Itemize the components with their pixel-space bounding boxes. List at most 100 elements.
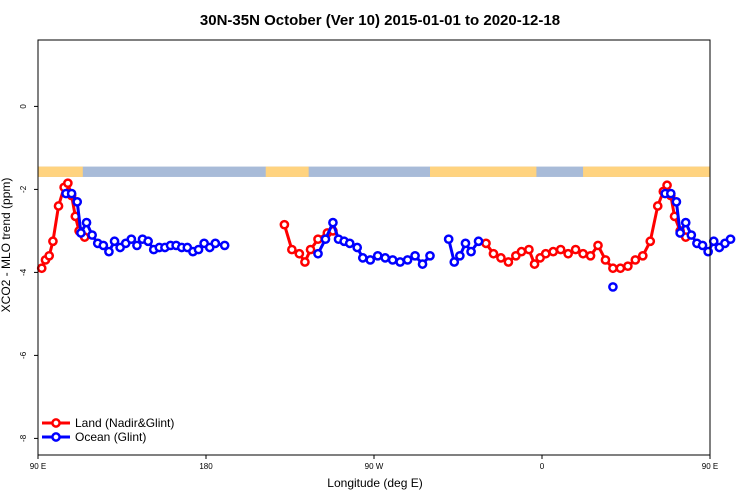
data-point: [344, 238, 355, 249]
data-point: [410, 250, 420, 261]
data-point: [466, 246, 476, 257]
data-point: [143, 236, 153, 247]
data-point: [662, 180, 672, 191]
land-band-segment: [583, 166, 710, 177]
data-point: [287, 244, 297, 255]
x-axis: 90 E 180 90 W 0 90 E: [30, 455, 718, 471]
legend-swatch-land-marker: [51, 418, 61, 428]
data-point: [570, 244, 581, 255]
data-point: [449, 257, 460, 267]
data-point: [328, 217, 338, 228]
data-point: [44, 250, 55, 261]
chart-title: 30N-35N October (Ver 10) 2015-01-01 to 2…: [200, 12, 560, 29]
data-point: [563, 248, 573, 259]
data-point: [516, 246, 527, 257]
data-point: [104, 246, 114, 257]
data-point: [488, 248, 499, 259]
data-point: [600, 255, 611, 265]
data-point: [645, 236, 656, 247]
data-point: [357, 253, 368, 263]
data-point: [615, 263, 626, 274]
x-tick-label: 90 E: [702, 462, 718, 471]
data-point: [352, 242, 363, 253]
data-point: [219, 240, 230, 251]
legend-label-land: Land (Nadir&Glint): [75, 416, 174, 430]
series-line-segment: [75, 200, 83, 235]
data-point: [387, 255, 398, 265]
data-point: [313, 234, 323, 245]
data-point: [665, 188, 676, 199]
data-point: [608, 282, 618, 292]
data-point: [680, 217, 691, 228]
data-point: [725, 234, 736, 245]
data-point: [555, 244, 566, 255]
data-point: [593, 240, 603, 251]
data-point: [496, 253, 506, 263]
data-point: [63, 178, 73, 189]
x-tick-label: 180: [199, 462, 213, 471]
data-point: [87, 230, 97, 240]
data-point: [313, 248, 323, 259]
y-tick-label: 0: [19, 104, 28, 109]
data-point: [395, 257, 405, 267]
data-point: [443, 234, 454, 245]
y-axis-label: XCO2 - MLO trend (ppm): [0, 178, 13, 313]
series-line-segment: [674, 200, 682, 235]
data-point: [481, 238, 491, 249]
data-point: [697, 240, 708, 251]
series-layer: [36, 178, 736, 292]
data-point: [460, 238, 471, 249]
data-point: [524, 244, 534, 255]
data-point: [623, 261, 633, 272]
data-point: [126, 234, 137, 245]
data-point: [548, 246, 559, 257]
data-point: [585, 250, 596, 261]
data-point: [305, 244, 316, 255]
y-axis: 0 -2 -4 -6 -8: [19, 104, 38, 442]
data-point: [608, 263, 618, 274]
data-point: [455, 250, 465, 261]
series-line-segment: [51, 204, 61, 243]
data-point: [417, 259, 428, 269]
data-point: [402, 255, 413, 265]
data-point: [81, 217, 92, 228]
data-point: [529, 259, 540, 269]
data-point: [98, 240, 109, 251]
data-point: [372, 250, 383, 261]
data-point: [48, 236, 58, 247]
data-point: [686, 230, 697, 240]
x-axis-label: Longitude (deg E): [327, 476, 422, 490]
data-point: [473, 236, 484, 247]
x-tick-label: 90 W: [365, 462, 384, 471]
land-ocean-band: [38, 166, 710, 177]
data-point: [365, 255, 376, 265]
data-point: [637, 250, 648, 261]
data-point: [279, 219, 290, 230]
data-point: [703, 246, 713, 257]
data-point: [76, 228, 86, 238]
data-point: [66, 188, 77, 199]
series-line-segment: [648, 204, 660, 243]
data-point: [294, 248, 305, 259]
data-point: [300, 257, 310, 267]
data-point: [630, 255, 641, 265]
ocean-band: [38, 166, 710, 177]
data-point: [540, 248, 551, 259]
y-tick-label: -2: [19, 185, 28, 193]
x-tick-label: 0: [540, 462, 545, 471]
data-point: [675, 228, 685, 238]
data-point: [72, 197, 83, 207]
data-point: [578, 248, 588, 259]
data-point: [53, 201, 64, 211]
y-tick-label: -6: [19, 351, 28, 359]
data-point: [36, 263, 47, 274]
y-tick-label: -8: [19, 434, 28, 442]
data-point: [503, 257, 514, 267]
data-point: [425, 250, 435, 261]
data-point: [193, 244, 204, 255]
legend: Land (Nadir&Glint) Ocean (Glint): [42, 416, 174, 444]
series-ocean: [61, 188, 736, 292]
land-band-segment: [430, 166, 537, 177]
x-tick-label: 90 E: [30, 462, 46, 471]
